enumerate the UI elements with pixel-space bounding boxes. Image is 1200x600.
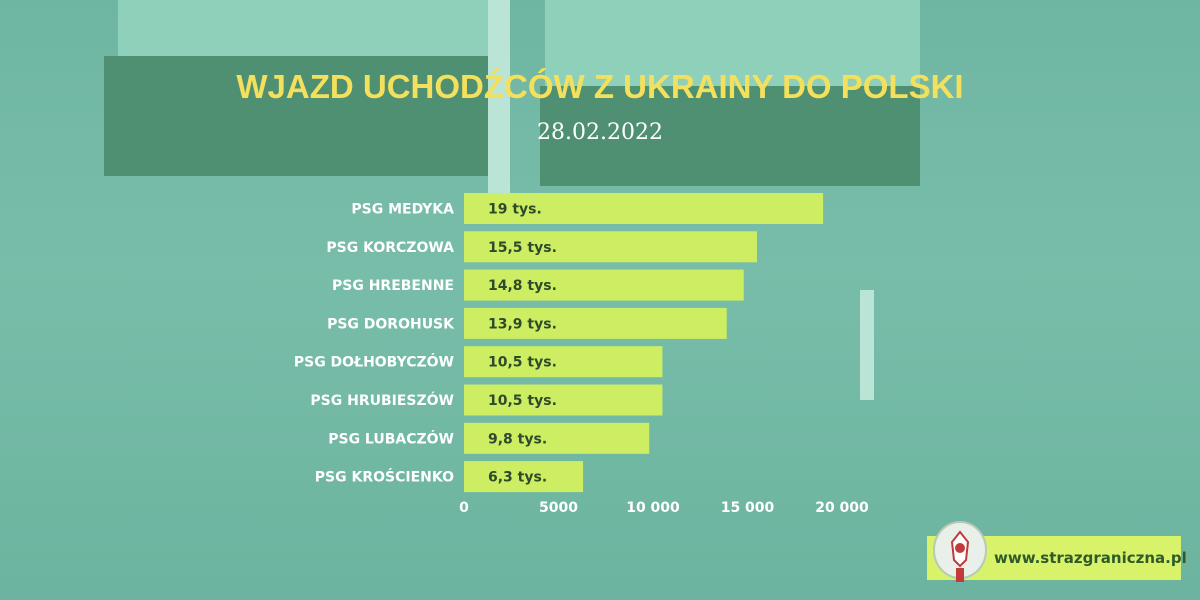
bar-value-label: 10,5 tys.	[488, 355, 557, 371]
flag-left-red	[104, 56, 496, 176]
category-label: PSG KORCZOWA	[326, 240, 454, 256]
bar-value-label: 15,5 tys.	[488, 240, 557, 256]
flag-left-pole	[488, 0, 510, 200]
bar	[464, 461, 584, 493]
border-guard-emblem-icon	[933, 521, 987, 582]
bar	[464, 231, 757, 263]
bar-value-label: 19 tys.	[488, 202, 542, 218]
flag-right-red	[540, 86, 920, 186]
website-link[interactable]: www.strazgraniczna.pl	[994, 549, 1187, 567]
x-tick-label: 5000	[539, 500, 578, 516]
category-label: PSG MEDYKA	[351, 202, 454, 218]
x-tick-label: 0	[459, 500, 469, 516]
bar	[464, 422, 650, 454]
bar	[464, 269, 744, 301]
bar-value-label: 10,5 tys.	[488, 393, 557, 409]
bar	[464, 193, 824, 224]
x-tick-label: 10 000	[626, 500, 680, 516]
page-title: WJAZD UCHODŹCÓW Z UKRAINY DO POLSKI	[236, 68, 964, 105]
category-label: PSG HRUBIESZÓW	[310, 391, 454, 409]
flag-left-white	[118, 0, 490, 56]
bar-value-label: 6,3 tys.	[488, 470, 547, 486]
x-tick-label: 20 000	[815, 500, 869, 516]
bar-value-label: 13,9 tys.	[488, 316, 557, 332]
bar	[464, 384, 663, 416]
bar	[464, 307, 727, 339]
category-label: PSG HREBENNE	[332, 278, 454, 294]
bar	[464, 346, 663, 378]
page-date: 28.02.2022	[537, 120, 663, 145]
category-label: PSG KROŚCIENKO	[315, 468, 454, 486]
bar-value-label: 14,8 tys.	[488, 278, 557, 294]
category-label: PSG DOŁHOBYCZÓW	[294, 353, 454, 371]
x-tick-label: 15 000	[721, 500, 775, 516]
flag-right-pole	[860, 290, 874, 400]
bar-value-label: 9,8 tys.	[488, 431, 547, 447]
flag-right-white	[545, 0, 920, 86]
category-label: PSG LUBACZÓW	[328, 429, 454, 447]
category-label: PSG DOROHUSK	[327, 316, 455, 332]
